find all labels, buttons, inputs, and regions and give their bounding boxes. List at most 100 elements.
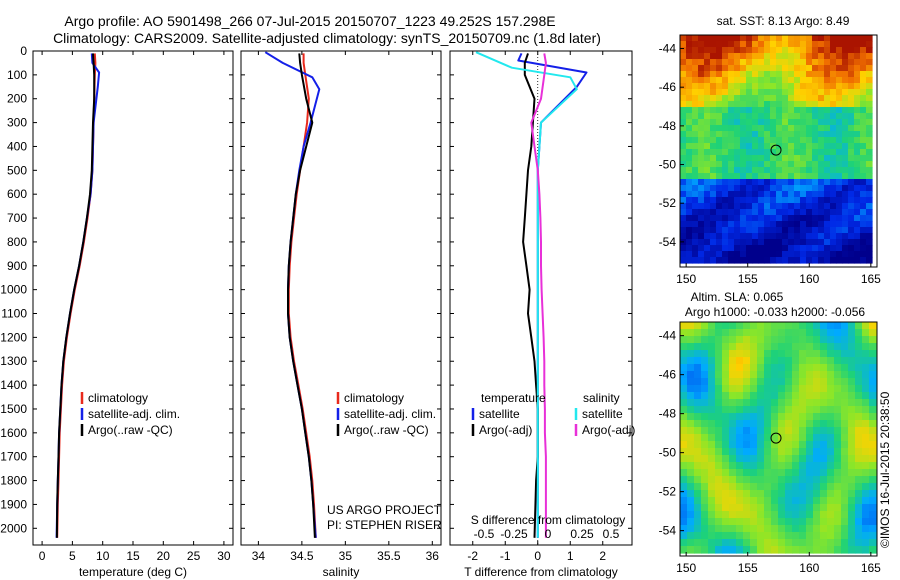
sst-pixel [740, 71, 747, 78]
sst-pixel [824, 245, 831, 252]
sst-pixel [722, 203, 729, 210]
sla-pixel [771, 371, 779, 379]
sst-pixel [770, 119, 777, 126]
sla-pixel [806, 364, 814, 372]
sst-pixel [830, 125, 837, 132]
sla-pixel [855, 329, 863, 337]
sst-pixel [752, 113, 759, 120]
sst-pixel [728, 41, 735, 48]
sst-pixel [800, 107, 807, 114]
sst-pixel [692, 143, 699, 150]
sst-pixel [800, 143, 807, 150]
sla-pixel [834, 441, 842, 449]
sst-pixel [704, 173, 711, 180]
sst-pixel [800, 197, 807, 204]
sst-pixel [860, 209, 867, 216]
sst-pixel [800, 137, 807, 144]
sst-pixel [758, 59, 765, 66]
sla-pixel [757, 420, 765, 428]
sla-pixel [785, 511, 793, 519]
sst-pixel [698, 89, 705, 96]
sst-pixel [740, 173, 747, 180]
sst-pixel [710, 35, 717, 42]
sst-pixel [692, 167, 699, 174]
sla-pixel [869, 392, 877, 400]
sst-pixel [704, 185, 711, 192]
sst-pixel [818, 107, 825, 114]
sst-pixel [812, 251, 819, 258]
sla-pixel [862, 406, 870, 414]
sst-pixel [692, 185, 699, 192]
sst-pixel [836, 161, 843, 168]
sst-pixel [692, 215, 699, 222]
sla-pixel [694, 343, 702, 351]
sla-pixel [687, 497, 695, 505]
sst-pixel [782, 119, 789, 126]
sst-pixel [686, 233, 693, 240]
sst-pixel [710, 95, 717, 102]
sst-pixel [746, 215, 753, 222]
sst-pixel [806, 101, 813, 108]
sla-pixel [701, 448, 709, 456]
sst-pixel [866, 41, 873, 48]
sst-pixel [728, 173, 735, 180]
sst-pixel [770, 221, 777, 228]
sla-pixel [792, 525, 800, 533]
sla-pixel [771, 413, 779, 421]
sst-pixel [752, 245, 759, 252]
sst-pixel [812, 107, 819, 114]
sla-pixel [848, 497, 856, 505]
sst-pixel [680, 125, 687, 132]
sst-pixel [788, 179, 795, 186]
sst-pixel [818, 173, 825, 180]
sst-pixel [692, 53, 699, 60]
sla-pixel [862, 497, 870, 505]
sla-pixel [708, 441, 716, 449]
sst-pixel [800, 251, 807, 258]
sst-pixel [836, 239, 843, 246]
sst-pixel [758, 113, 765, 120]
sla-pixel [862, 329, 870, 337]
sst-pixel [752, 131, 759, 138]
sla-pixel [687, 336, 695, 344]
sla-pixel [862, 490, 870, 498]
sst-pixel [728, 221, 735, 228]
sla-pixel [708, 406, 716, 414]
sst-pixel [812, 221, 819, 228]
sla-pixel [820, 322, 828, 330]
sst-pixel [818, 89, 825, 96]
sst-pixel [722, 59, 729, 66]
sst-pixel [686, 137, 693, 144]
sst-pixel [686, 179, 693, 186]
sla-pixel [827, 413, 835, 421]
sst-pixel [680, 41, 687, 48]
sla-pixel [792, 364, 800, 372]
sst-pixel [710, 215, 717, 222]
sla-pixel [813, 441, 821, 449]
sla-pixel [764, 497, 772, 505]
sla-pixel [785, 413, 793, 421]
sst-pixel [740, 47, 747, 54]
sst-pixel [776, 53, 783, 60]
sla-pixel [736, 518, 744, 526]
sla-pixel [813, 357, 821, 365]
sst-pixel [818, 257, 825, 264]
sst-pixel [716, 239, 723, 246]
sla-pixel [813, 392, 821, 400]
sla-pixel [813, 378, 821, 386]
sst-pixel [770, 53, 777, 60]
sst-pixel [806, 149, 813, 156]
sla-pixel [743, 539, 751, 547]
sla-pixel [708, 525, 716, 533]
sst-pixel [764, 191, 771, 198]
sst-pixel [752, 65, 759, 72]
sst-pixel [704, 215, 711, 222]
sst-pixel [776, 233, 783, 240]
sst-pixel [836, 197, 843, 204]
sla-pixel [701, 385, 709, 393]
sst-pixel [692, 77, 699, 84]
sla-pixel [715, 539, 723, 547]
sst-pixel [782, 107, 789, 114]
sst-pixel [722, 179, 729, 186]
